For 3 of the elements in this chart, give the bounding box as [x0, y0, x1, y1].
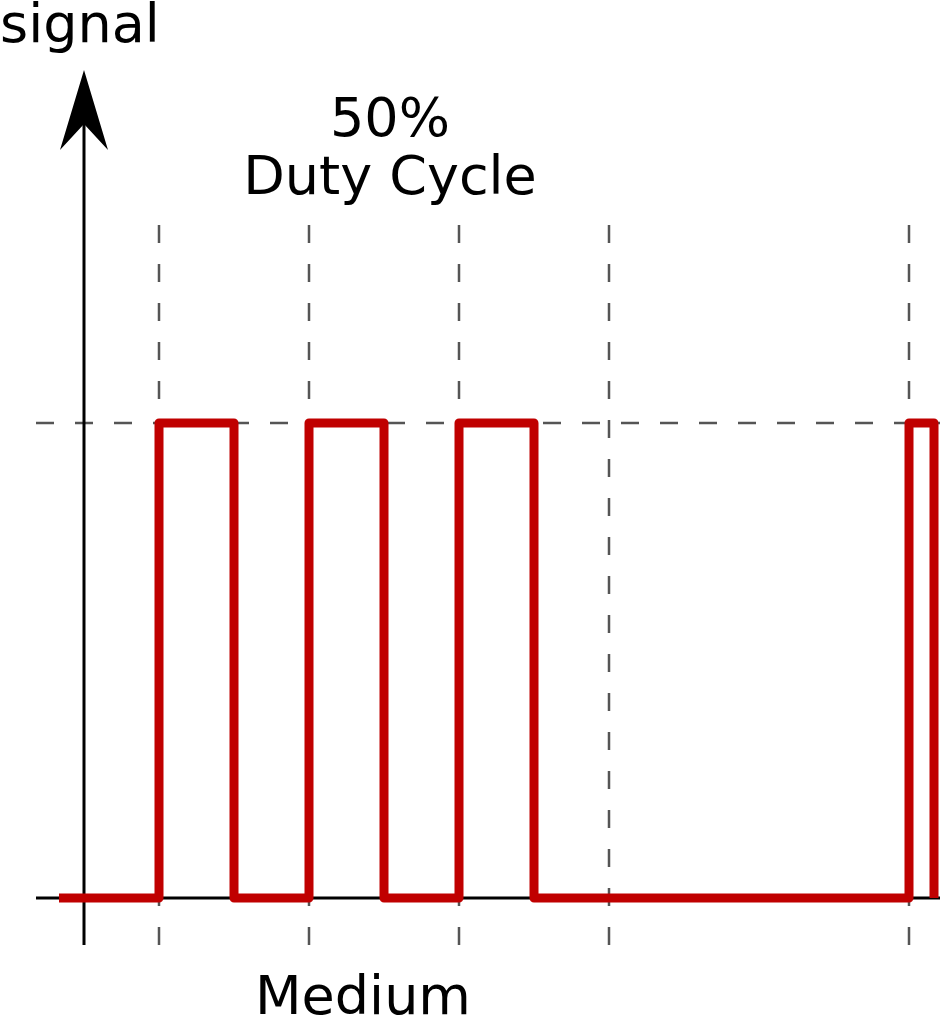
- x-axis-title: Medium: [254, 964, 472, 1024]
- text: signal: [0, 0, 160, 55]
- chart-title: 50% Duty Cycle: [242, 86, 538, 207]
